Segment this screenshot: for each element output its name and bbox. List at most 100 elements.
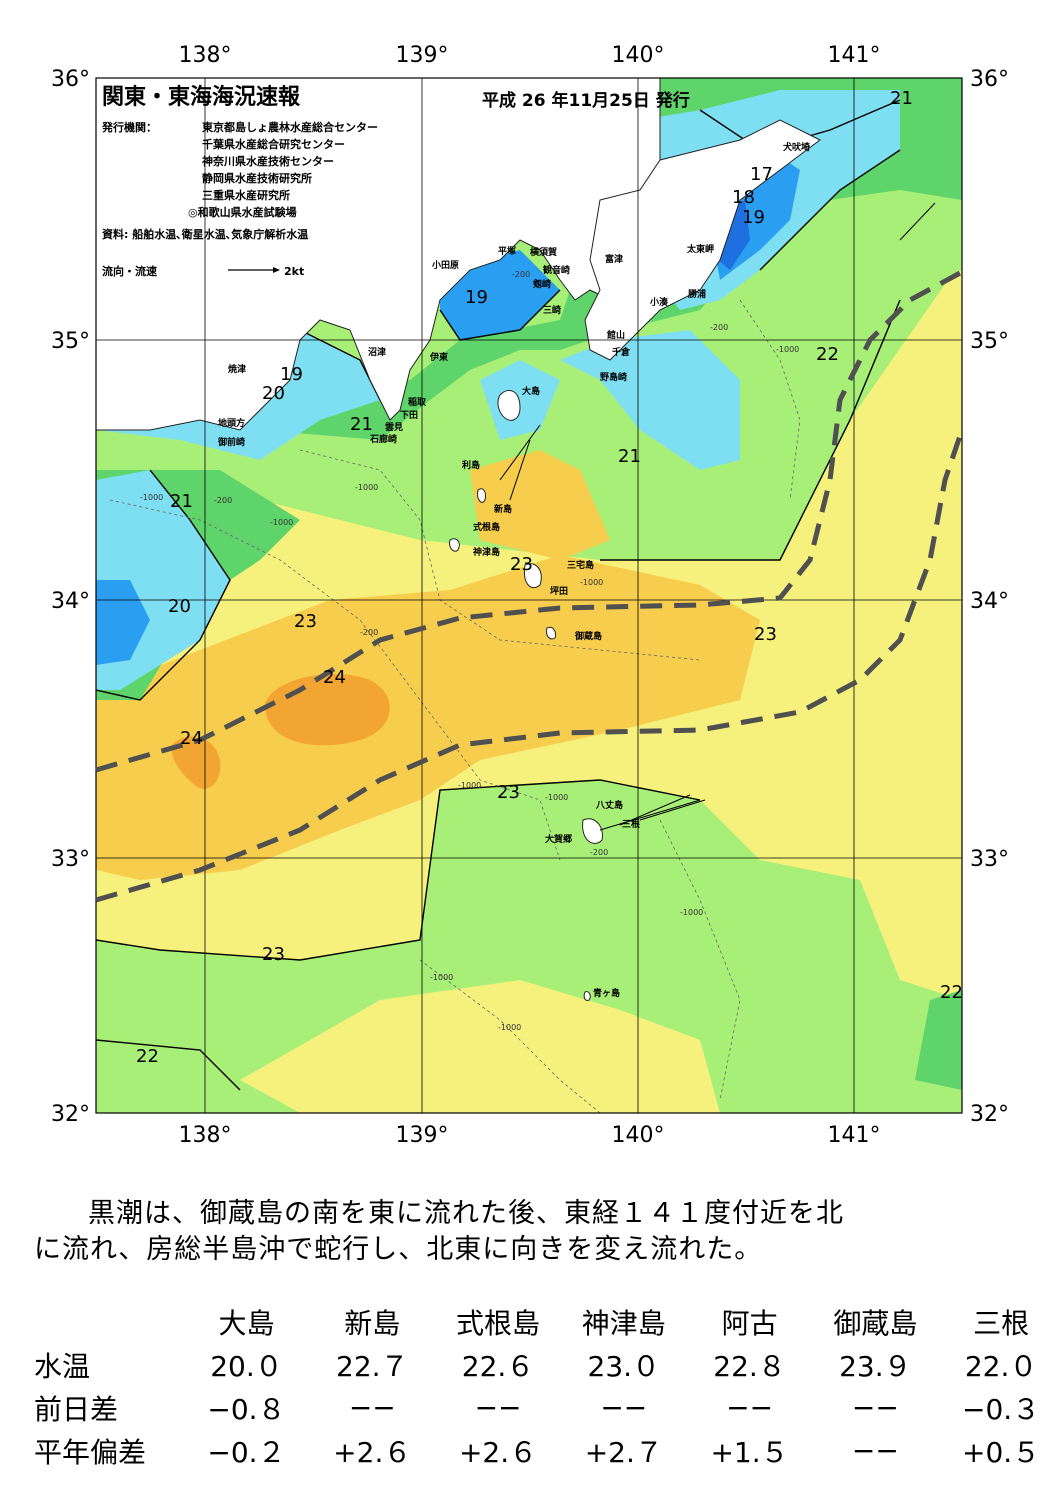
lon-label: 140° [612, 1123, 665, 1148]
table-cell: 22.８ [713, 1349, 786, 1383]
row-label: 水温 [34, 1349, 91, 1383]
temp-label: 20 [262, 383, 285, 404]
table-cell: −0.３ [962, 1392, 1041, 1426]
place-name: 坪田 [550, 585, 568, 597]
warm-core-24-west [171, 736, 221, 789]
table-cell: −0.２ [207, 1435, 286, 1469]
kozushima-island [449, 538, 460, 552]
summary-line: に流れ、房総半島沖で蛇行し、北東に向きを変え流れた。 [34, 1234, 763, 1265]
table-cell: −− [726, 1391, 774, 1424]
temp-label: 21 [170, 491, 193, 512]
station-header: 神津島 [581, 1306, 666, 1340]
place-name: 式根島 [473, 521, 500, 533]
place-name: 下田 [400, 410, 418, 421]
station-header: 御蔵島 [833, 1306, 918, 1340]
flow-legend-arrowhead [273, 267, 280, 273]
table-cell: 20.０ [210, 1349, 283, 1383]
issuer: 三重県水産研究所 [202, 188, 290, 202]
mikurajima-island [546, 626, 556, 640]
boso-peninsula [584, 119, 821, 361]
sea-field-22-southwest [96, 1040, 240, 1113]
place-name: 稲取 [408, 396, 427, 408]
table-cell: +2.６ [333, 1435, 412, 1469]
lon-label: 139° [396, 1123, 449, 1148]
issue-date: 平成 26 年11月25日 発行 [482, 90, 690, 111]
sea-field-23-south [240, 980, 720, 1113]
table-cell: 22.７ [336, 1349, 409, 1383]
station-header: 阿古 [721, 1306, 778, 1340]
sea-field-19-west [96, 580, 150, 665]
station-header: 三根 [973, 1306, 1030, 1340]
sea-field-22-east [870, 200, 962, 300]
isobath-label: -1000 [140, 493, 163, 502]
issuer: 神奈川県水産技術センター [202, 154, 334, 168]
place-name: 伊東 [429, 351, 448, 363]
place-name: 御前崎 [217, 436, 245, 448]
place-name: 三根 [622, 818, 641, 830]
temp-label: 19 [742, 207, 765, 228]
isobath-label: -1000 [355, 483, 378, 492]
issuer: 東京都島しょ農林水産総合センター [202, 120, 378, 134]
row-label: 平年偏差 [34, 1435, 147, 1469]
isobath-label: -1000 [270, 518, 293, 527]
lat-label: 34° [51, 589, 90, 614]
issuers-label: 発行機関： [101, 120, 157, 134]
place-name: 新島 [494, 503, 512, 515]
place-name: 神津島 [473, 546, 500, 558]
table-cell: −− [600, 1391, 648, 1424]
place-name: 八丈島 [595, 799, 623, 811]
issuer: 静岡県水産技術研究所 [202, 171, 312, 185]
place-name: 三崎 [543, 304, 561, 316]
place-name: 焼津 [228, 363, 246, 375]
current-arrows [499, 202, 936, 831]
station-temperature-table: 大島 新島 式根島 神津島 阿古 御蔵島 三根 水温 20.０ 22.７ 22.… [34, 1300, 1064, 1472]
table-cell: −− [474, 1391, 522, 1424]
place-name: 青ヶ島 [593, 987, 620, 999]
lat-label: 32° [970, 1102, 1009, 1127]
isobath-label: -200 [590, 848, 608, 857]
lat-label: 36° [970, 67, 1009, 92]
isobath-label: -200 [214, 496, 232, 505]
lon-label: 140° [612, 43, 665, 68]
lon-label: 141° [828, 43, 881, 68]
isobath-label: -1000 [680, 908, 703, 917]
temp-label: 18 [732, 187, 755, 208]
lat-label: 33° [970, 847, 1009, 872]
isobath-label: -200 [710, 323, 728, 332]
lat-label: 34° [970, 589, 1009, 614]
temp-label: 23 [262, 944, 285, 965]
lat-label: 33° [51, 847, 90, 872]
map-frame [95, 77, 963, 1114]
station-header: 大島 [218, 1306, 275, 1340]
temp-label: 22 [136, 1046, 159, 1067]
place-name: 地頭方 [218, 417, 245, 429]
table-cell: 23.９ [839, 1349, 912, 1383]
place-name: 館山 [606, 329, 625, 341]
temp-label: 20 [168, 596, 191, 617]
isobath-label: -1000 [776, 345, 799, 354]
temp-label: 21 [618, 446, 641, 467]
lon-label: 138° [179, 1123, 232, 1148]
station-header: 新島 [344, 1306, 401, 1340]
place-names: 犬吠埼 太東岬 勝浦 小湊 富津 横須賀 観音崎 剱崎 三崎 館山 千倉 野島崎… [217, 141, 810, 999]
sea-field-23-5 [96, 555, 760, 880]
row-label: 前日差 [34, 1392, 119, 1426]
table-cell: 22.０ [964, 1349, 1038, 1383]
place-name: 石廊崎 [369, 433, 397, 445]
place-name: 勝浦 [688, 288, 706, 300]
lat-label: 35° [51, 329, 90, 354]
table-cell: −− [348, 1391, 396, 1424]
temp-label: 19 [280, 364, 303, 385]
place-name: 御蔵島 [574, 630, 602, 642]
temp-label: 24 [180, 728, 203, 749]
issuer: 千葉県水産総合研究センター [202, 137, 345, 151]
isobath-label: -1000 [498, 1023, 521, 1032]
place-name: 大賀郷 [545, 833, 572, 845]
temp-label: 24 [323, 667, 346, 688]
isobath-label: -200 [360, 628, 378, 637]
temp-label: 17 [750, 164, 773, 185]
kuroshio-summary: 黒潮は、御蔵島の南を東に流れた後、東経１４１度付近を北 に流れ、房総半島沖で蛇行… [34, 1196, 1034, 1268]
lat-label: 36° [51, 67, 90, 92]
miyakejima-island [523, 563, 542, 589]
place-name: 横須賀 [530, 246, 557, 258]
